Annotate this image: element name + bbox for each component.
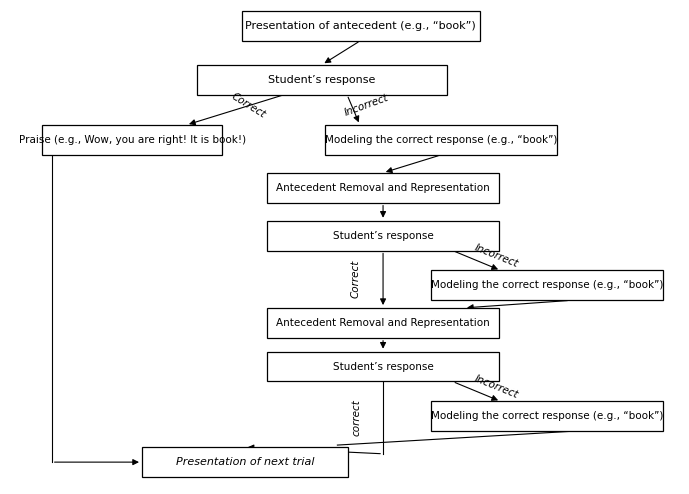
Text: Presentation of antecedent (e.g., “book”): Presentation of antecedent (e.g., “book”…	[245, 21, 476, 31]
Bar	[142, 447, 348, 477]
Bar	[431, 271, 663, 300]
Bar	[42, 125, 223, 155]
Bar	[267, 173, 499, 203]
Bar	[267, 221, 499, 250]
Text: Modeling the correct response (e.g., “book”): Modeling the correct response (e.g., “bo…	[431, 281, 664, 290]
Bar	[196, 65, 447, 95]
Text: Modeling the correct response (e.g., “book”): Modeling the correct response (e.g., “bo…	[325, 135, 557, 145]
Bar	[267, 308, 499, 338]
Text: Antecedent Removal and Representation: Antecedent Removal and Representation	[276, 183, 490, 193]
Text: Praise (e.g., Wow, you are right! It is book!): Praise (e.g., Wow, you are right! It is …	[19, 135, 246, 145]
Bar	[242, 11, 480, 41]
Text: Correct: Correct	[351, 260, 361, 298]
Text: Incorrect: Incorrect	[473, 243, 520, 270]
Bar	[431, 402, 663, 431]
Bar	[267, 352, 499, 381]
Text: Modeling the correct response (e.g., “book”): Modeling the correct response (e.g., “bo…	[431, 412, 664, 421]
Text: Incorrect: Incorrect	[473, 374, 520, 401]
Text: Antecedent Removal and Representation: Antecedent Removal and Representation	[276, 318, 490, 328]
Bar	[325, 125, 557, 155]
Text: correct: correct	[351, 399, 361, 436]
Text: Student’s response: Student’s response	[333, 362, 433, 371]
Text: Presentation of next trial: Presentation of next trial	[176, 457, 314, 467]
Text: Incorrect: Incorrect	[342, 93, 390, 119]
Text: Student’s response: Student’s response	[333, 231, 433, 241]
Text: Correct: Correct	[229, 91, 267, 120]
Text: Student’s response: Student’s response	[268, 75, 376, 84]
